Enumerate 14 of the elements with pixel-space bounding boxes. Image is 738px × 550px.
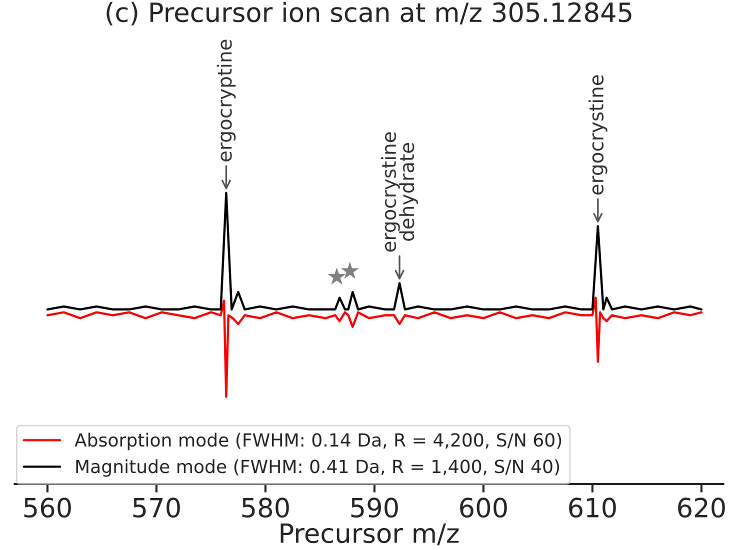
x-tick-label: 600 <box>460 498 507 518</box>
annotation: ergocryptine <box>216 40 236 162</box>
x-tick-label: 620 <box>678 498 725 518</box>
x-tick-label: 610 <box>569 498 616 518</box>
annotation: ergocrystine dehydrate <box>381 132 418 252</box>
legend-label: Absorption mode (FWHM: 0.14 Da, R = 4,200, S/N 60) <box>74 432 562 450</box>
legend-label: Magnitude mode (FWHM: 0.41 Da, R = 1,400, S/N 40) <box>76 459 560 477</box>
x-tick-label: 580 <box>242 498 289 518</box>
x-tick-label: 570 <box>133 498 180 518</box>
x-axis-title: Precursor m/z <box>280 524 459 546</box>
annotation: ergocrystine <box>588 75 608 195</box>
x-tick-label: 560 <box>24 498 71 518</box>
chart-title: (c) Precursor ion scan at m/z 305.12845 <box>106 2 632 26</box>
x-tick-label: 590 <box>351 498 398 518</box>
